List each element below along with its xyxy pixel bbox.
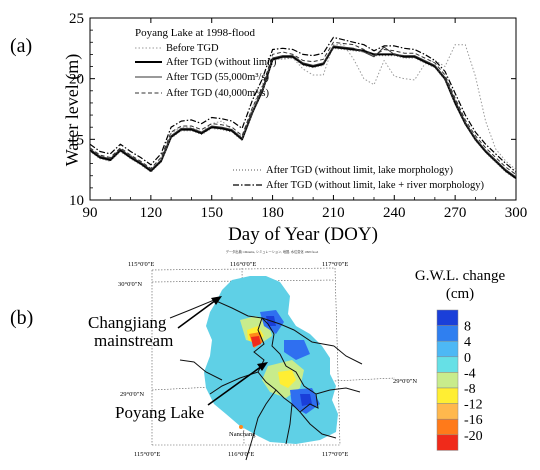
lon-label-top-116: 116°0'0"E [230,261,256,268]
lake-boundary [253,317,319,413]
x-tick-label: 120 [140,205,163,221]
colorbar-tick: 4 [464,335,471,350]
lon-label-bottom-116: 116°0'0"E [228,451,254,458]
series-line-1 [89,46,517,180]
annotations: Changjiang mainstream Poyang Lake Nancha… [88,296,268,438]
x-tick-label: 210 [322,205,345,221]
x-tick-label: 150 [200,205,223,221]
lat-label-29-left: 29°0'0"N [120,391,144,398]
lon-label-bottom-115: 115°0'0"E [134,451,160,458]
river-xinjiang [299,411,337,439]
graticule-line [334,267,341,446]
arrow-poyang-head [257,362,268,371]
lat-label-30: 30°0'0"N [118,281,142,288]
series-line-4 [89,47,517,180]
colorbar-tick: -12 [464,398,483,413]
x-tick-label: 180 [261,205,284,221]
colorbar-tick: -16 [464,413,483,428]
colorbar-cell [436,372,459,389]
lon-label-bottom-117: 117°0'0"E [322,451,348,458]
colorbar-cell [436,403,459,420]
river-northeast [333,345,363,365]
colorbar-cell [436,340,459,358]
y-axis-label: Water level (m) [62,54,83,167]
colorbar-tick: -8 [464,382,476,397]
legend-title: G.W.L. change [415,268,506,284]
y-tick-label: 25 [69,11,84,27]
river-raohe [315,387,361,395]
y-tick-label: 15 [69,132,84,148]
arrow-changjiang [177,299,217,329]
x-tick-label: 90 [83,205,98,221]
legend-label-without-limit: After TGD (without limit) [166,57,277,68]
field-blue-2 [284,340,310,360]
label-changjiang: Changjiang [88,313,167,332]
legend-label-lake-morph: After TGD (without limit, lake morpholog… [266,165,454,176]
colorbar-tick: 0 [464,351,471,366]
x-tick-label: 300 [505,205,528,221]
chart-title: Poyang Lake at 1998-flood [135,27,256,39]
x-tick-label: 240 [383,205,406,221]
colorbar-cell [436,387,459,404]
legend-label-lake-river-morph: After TGD (without limit, lake + river m… [266,180,485,191]
label-mainstream-2: mainstream [94,331,173,350]
legend-lower: After TGD (without limit, lake morpholog… [233,165,485,191]
lon-label-top-117: 117°0'0"E [322,261,348,268]
legend-unit: (cm) [446,286,474,302]
nanchang-marker [239,425,243,429]
colorbar-cell [436,418,459,436]
label-nanchang: Nanchang [229,431,256,438]
legend-label-55000: After TGD (55,000m³/s) [166,72,269,83]
field-yellow-2 [278,370,296,388]
colorbar [436,309,459,451]
river-fuhe [285,403,293,445]
field-red [251,336,261,347]
x-axis-label: Day of Year (DOY) [228,224,378,245]
panel-b: (b) データ出典: Ohnuma, シミュレーション, 地図, 水位変化 19… [10,249,506,461]
series-line-5 [89,36,517,173]
legend-label-40000: After TGD (40,000m³/s) [166,88,269,99]
colorbar-cell [436,434,459,451]
arrow-changjiang-head [211,296,222,305]
series-line-2 [89,45,517,178]
lon-label-top-115: 115°0'0"E [128,261,154,268]
legend-label-before: Before TGD [166,43,219,54]
colorbar-tick: 8 [464,320,471,335]
field-base [204,276,338,444]
graticule-line [151,267,336,271]
panel-a-label: (a) [10,35,32,57]
axis-ticks [89,17,517,201]
x-tick-labels: 90 120 150 180 210 240 270 300 [83,205,528,221]
graticule-labels: 115°0'0"E 116°0'0"E 117°0'0"E 115°0'0"E … [118,261,417,458]
colorbar-tick-labels: 840-4-8-12-16-20 [464,320,483,444]
graticule-line [151,279,336,283]
x-tick-label: 270 [444,205,467,221]
colorbar-cell [436,356,459,373]
legend-upper: Poyang Lake at 1998-flood Before TGD Aft… [135,27,277,99]
water-level-field [204,276,338,444]
map-header: データ出典: Ohnuma, シミュレーション, 地図, 水位変化 1998 f… [226,249,319,255]
lat-label-29-right: 29°0'0"N [393,378,417,385]
plot-frame [89,17,517,201]
arrow-poyang [207,365,263,406]
colorbar-cell [436,325,459,342]
colorbar-tick: -4 [464,366,476,381]
changjiang-river [169,299,335,347]
series-line-3 [89,41,517,175]
color-legend: G.W.L. change (cm) 840-4-8-12-16-20 [415,268,506,451]
y-tick-labels: 10 15 20 25 [69,11,84,209]
colorbar-cell [436,309,459,326]
series-layer [89,36,517,180]
colorbar-tick: -20 [464,429,483,444]
label-poyang-lake: Poyang Lake [115,403,204,422]
y-tick-label: 20 [69,72,84,88]
panel-b-label: (b) [10,307,33,329]
y-tick-label: 10 [69,193,84,209]
field-dark-blue-2 [300,394,312,406]
river-ganjiang [245,389,277,461]
panel-a: (a) 90 120 150 180 210 240 270 300 10 15 20 25 Day… [10,11,527,245]
river-upper-changjiang [179,359,223,381]
